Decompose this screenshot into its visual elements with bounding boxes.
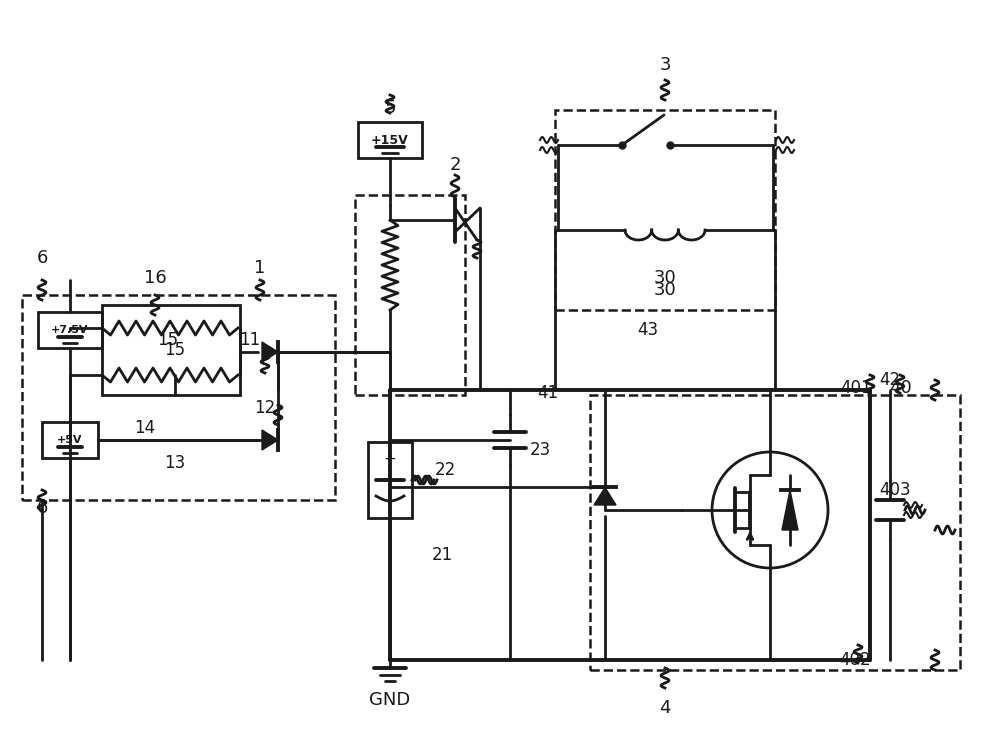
- Text: 14: 14: [134, 419, 156, 437]
- Text: 30: 30: [654, 281, 676, 299]
- Polygon shape: [262, 342, 278, 362]
- Text: 41: 41: [537, 384, 559, 402]
- Bar: [590, 395, 960, 670]
- Text: 11: 11: [239, 331, 261, 349]
- Text: 401: 401: [840, 379, 872, 397]
- Text: 4: 4: [659, 699, 671, 717]
- Bar: [368, 442, 412, 518]
- Text: 5: 5: [384, 99, 396, 117]
- Bar: [42, 422, 98, 458]
- Text: 3: 3: [659, 56, 671, 74]
- Text: +5V: +5V: [57, 435, 83, 445]
- Text: 16: 16: [144, 269, 166, 287]
- Text: 22: 22: [435, 461, 456, 479]
- Text: GND: GND: [369, 691, 411, 709]
- Polygon shape: [782, 490, 798, 530]
- Text: 42: 42: [879, 371, 901, 389]
- Text: 30: 30: [654, 269, 676, 287]
- Text: 12: 12: [254, 399, 276, 417]
- Text: 21: 21: [432, 546, 453, 564]
- Text: 2: 2: [449, 156, 461, 174]
- Text: 23: 23: [530, 441, 551, 459]
- Text: 13: 13: [164, 454, 186, 472]
- Text: 40: 40: [889, 379, 911, 397]
- Text: 15: 15: [157, 331, 179, 349]
- Bar: [358, 122, 422, 158]
- Bar: [555, 110, 775, 310]
- Text: 402: 402: [839, 651, 871, 669]
- Polygon shape: [594, 487, 616, 505]
- Bar: [102, 305, 240, 395]
- Text: 6: 6: [36, 249, 48, 267]
- Bar: [22, 295, 335, 500]
- Text: +15V: +15V: [371, 134, 409, 146]
- Text: 15: 15: [164, 341, 186, 359]
- Bar: [355, 195, 465, 395]
- Polygon shape: [262, 430, 278, 450]
- Text: +: +: [384, 453, 396, 468]
- Text: 403: 403: [879, 481, 911, 499]
- Bar: [38, 312, 102, 348]
- Text: 43: 43: [637, 321, 659, 339]
- Text: 1: 1: [254, 259, 266, 277]
- Text: +7.5V: +7.5V: [51, 325, 89, 335]
- Text: 6: 6: [36, 499, 48, 517]
